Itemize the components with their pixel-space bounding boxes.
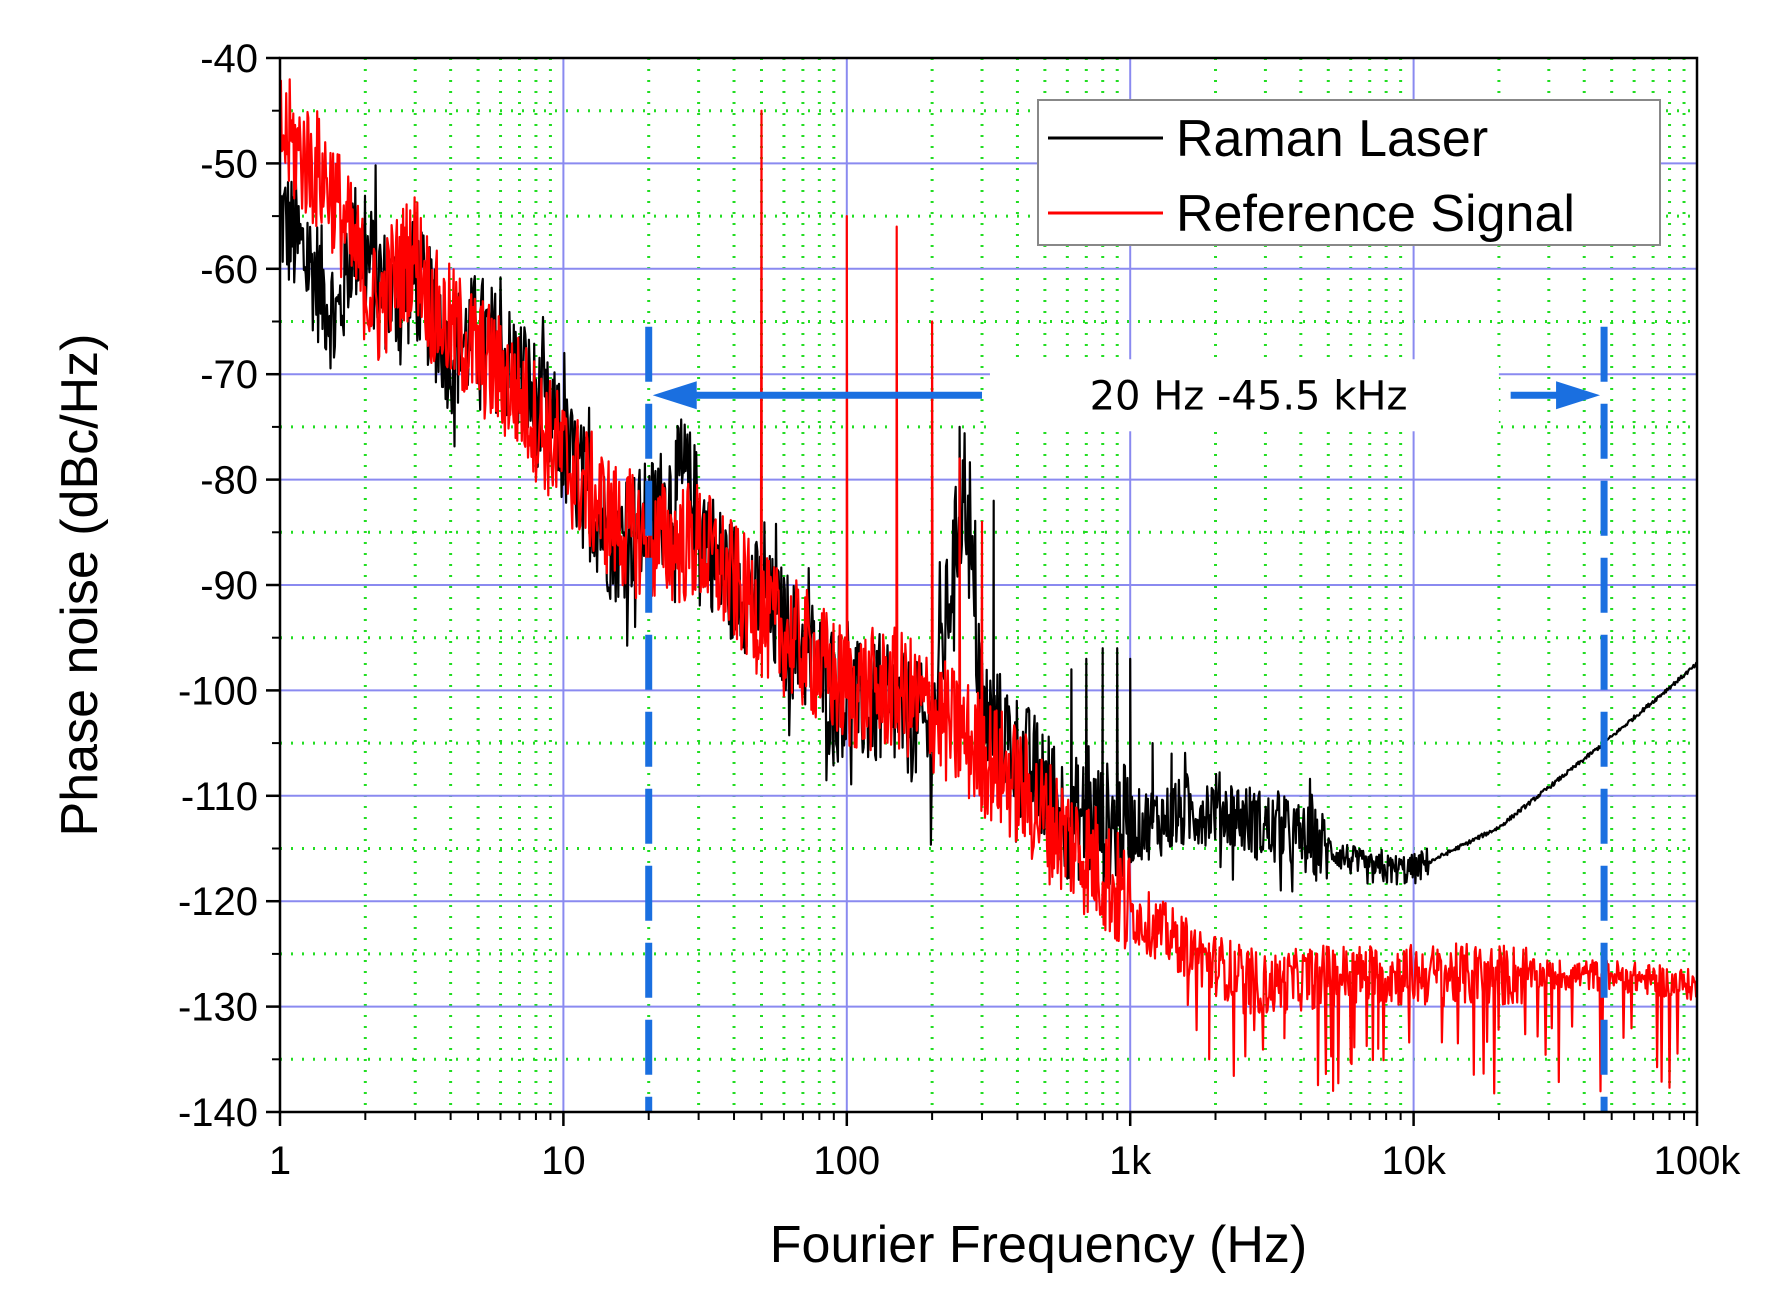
range-label-background — [989, 359, 1499, 432]
y-tick-label: -40 — [200, 37, 258, 81]
series-line-reference-signal — [278, 78, 1699, 1095]
y-tick-label: -70 — [200, 353, 258, 397]
legend-box — [1037, 99, 1661, 246]
x-axis-title: Fourier Frequency (Hz) — [770, 1216, 1307, 1274]
legend: Raman Laser Reference Signal — [1037, 99, 1661, 246]
series — [278, 78, 1699, 1095]
y-tick-label: -130 — [178, 986, 258, 1030]
legend-label: Raman Laser — [1176, 110, 1488, 168]
x-tick-label: 1 — [269, 1139, 291, 1183]
y-tick-label: -80 — [200, 459, 258, 503]
legend-label: Reference Signal — [1176, 185, 1575, 243]
y-tick-label: -90 — [200, 564, 258, 608]
range-annotation: 20 Hz -45.5 kHz — [645, 326, 1608, 1112]
x-tick-label: 10 — [541, 1139, 586, 1183]
x-tick-label: 100k — [1654, 1139, 1742, 1183]
y-tick-label: -60 — [200, 248, 258, 292]
x-tick-label: 1k — [1109, 1139, 1152, 1183]
x-tick-label: 100 — [813, 1139, 880, 1183]
y-tick-label: -120 — [178, 880, 258, 924]
y-tick-label: -100 — [178, 669, 258, 713]
range-arrow-right-head — [1556, 381, 1601, 410]
y-tick-label: -50 — [200, 142, 258, 186]
y-tick-label: -110 — [181, 775, 258, 819]
y-axis-title: Phase noise (dBc/Hz) — [51, 334, 109, 837]
axes: 1 10 100 1k 10k 100k -40 -50 -60 -70 -80 -90 -100 -11… — [51, 37, 1741, 1274]
y-tick-label: -140 — [178, 1091, 258, 1135]
range-annotation-label: 20 Hz -45.5 kHz — [1090, 373, 1408, 419]
range-arrow-left-head — [652, 381, 697, 410]
x-tick-label: 10k — [1381, 1139, 1446, 1183]
